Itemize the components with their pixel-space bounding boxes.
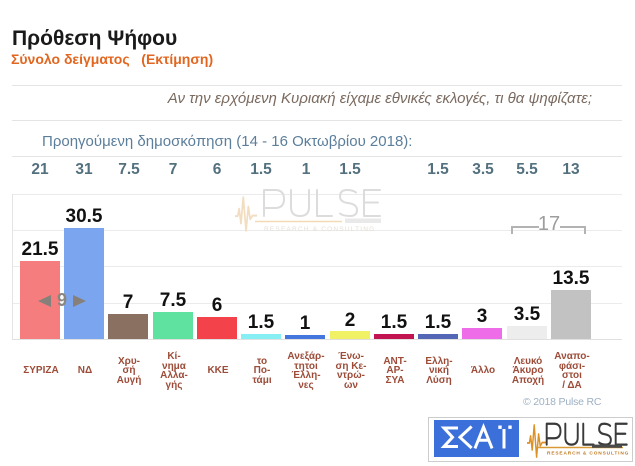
svg-text:RESEARCH & CONSULTING: RESEARCH & CONSULTING — [264, 226, 375, 233]
svg-text:RESEARCH & CONSULTING: RESEARCH & CONSULTING — [547, 451, 629, 457]
